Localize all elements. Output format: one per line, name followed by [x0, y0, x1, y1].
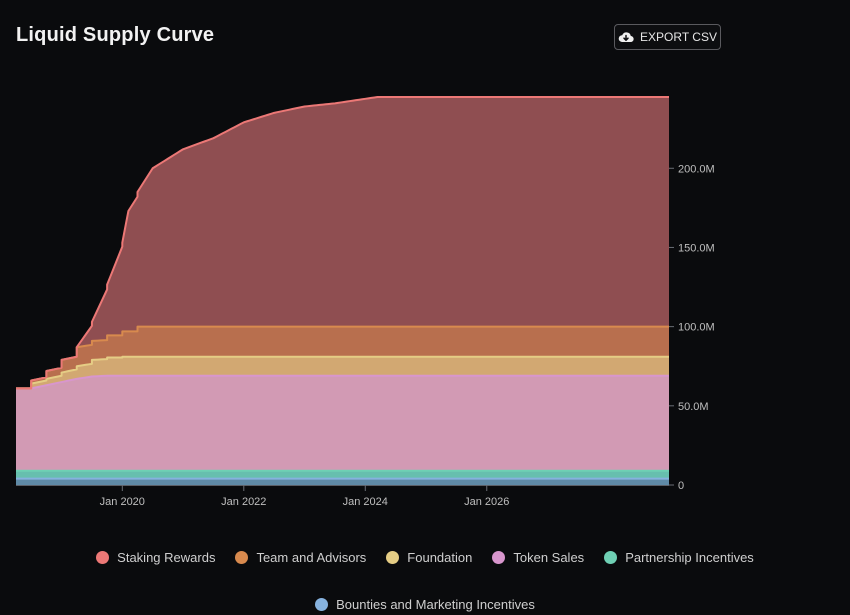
legend-swatch — [386, 551, 400, 564]
area-token-sales — [16, 375, 669, 471]
x-tick-label: Jan 2024 — [343, 496, 388, 508]
legend-label: Staking Rewards — [117, 550, 216, 565]
legend-label: Team and Advisors — [256, 550, 367, 565]
supply-chart: 0 50.0M 100.0M 150.0M 200.0M Jan 2020 Jan 2022… — [16, 96, 715, 508]
area-foundation — [16, 356, 669, 389]
x-tick-label: Jan 2022 — [221, 496, 266, 508]
legend-item[interactable]: Foundation — [386, 548, 472, 567]
legend-swatch — [604, 551, 618, 564]
page-title: Liquid Supply Curve — [16, 24, 215, 46]
y-tick-label: 200.0M — [678, 163, 715, 175]
cloud-download-icon — [618, 32, 634, 43]
y-tick-label: 150.0M — [678, 242, 715, 254]
line-foundation — [16, 355, 669, 390]
legend-swatch — [492, 551, 506, 564]
legend-item[interactable]: Bounties and Marketing Incentives — [315, 595, 535, 614]
x-tick-label: Jan 2020 — [100, 496, 145, 508]
legend-item[interactable]: Team and Advisors — [235, 548, 366, 567]
x-tick-label: Jan 2026 — [464, 496, 509, 508]
line-team-and-advisors — [16, 325, 669, 390]
legend-item[interactable]: Token Sales — [492, 548, 584, 567]
line-token-sales — [16, 374, 669, 390]
legend-label: Foundation — [407, 550, 473, 565]
legend-swatch — [96, 551, 110, 564]
y-tick-label: 50.0M — [678, 401, 709, 413]
export-csv-label: EXPORT CSV — [640, 30, 717, 44]
legend-swatch — [315, 598, 329, 611]
legend-item[interactable]: Staking Rewards — [96, 548, 215, 567]
legend-label: Token Sales — [513, 550, 585, 565]
area-staking-rewards — [16, 97, 669, 389]
y-tick-label: 100.0M — [678, 322, 715, 334]
chart-legend: Staking Rewards Team and Advisors Foundati… — [0, 548, 850, 614]
area-team-and-advisors — [16, 326, 669, 389]
line-staking-rewards — [16, 96, 669, 390]
y-tick-label: 0 — [678, 480, 684, 492]
export-csv-button[interactable]: EXPORT CSV — [614, 24, 721, 50]
area-partnership-incentives — [16, 470, 669, 479]
legend-swatch — [235, 551, 249, 564]
legend-label: Bounties and Marketing Incentives — [336, 597, 535, 612]
area-bounties-and-marketing-incentives — [16, 478, 669, 485]
legend-label: Partnership Incentives — [625, 550, 754, 565]
legend-item[interactable]: Partnership Incentives — [604, 548, 754, 567]
